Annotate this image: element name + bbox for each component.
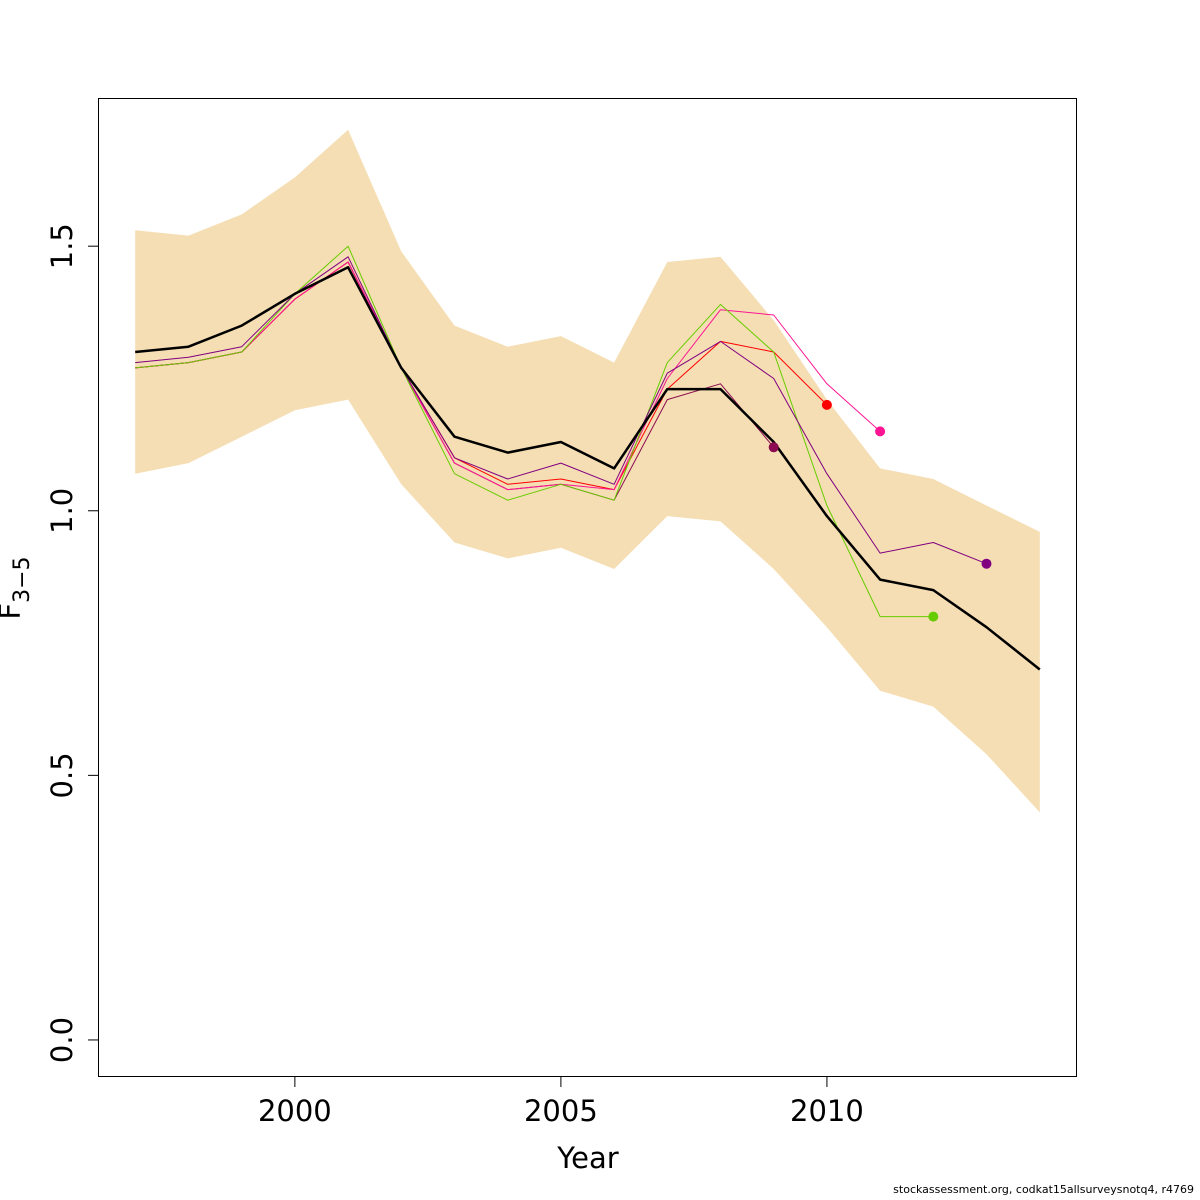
y-axis-title-subscript: 3−5: [10, 556, 35, 602]
x-axis: 2000 2005 2010: [258, 1077, 864, 1128]
confidence-band: [135, 129, 1040, 813]
y-axis-title: F3−5: [0, 556, 35, 619]
retro-series-line-5: [135, 256, 987, 565]
main-series-layer: [135, 266, 1041, 671]
endpoint-markers-layer: [768, 399, 992, 622]
retro-series-endpoint-4: [928, 611, 939, 622]
confidence-band-layer: [135, 129, 1040, 813]
y-axis: 0.0 0.5 1.0 1.5: [45, 223, 98, 1063]
retro-series-line-3: [135, 261, 881, 491]
plot-frame: [98, 98, 1077, 1077]
footer-credit: stockassessment.org, codkat15allsurveysn…: [893, 1183, 1194, 1196]
svg-text:F3−5: F3−5: [0, 556, 35, 619]
retro-series-endpoint-2: [821, 399, 832, 410]
x-tick-label: 2000: [258, 1094, 332, 1128]
main-series-line: [135, 266, 1041, 671]
retro-series-line-4: [135, 245, 934, 618]
y-tick-label: 0.0: [45, 1017, 79, 1063]
retro-series-endpoint-3: [875, 426, 886, 437]
y-axis-title-base: F: [0, 603, 27, 620]
x-axis-title: Year: [556, 1141, 618, 1175]
retro-series-layer: [135, 245, 987, 618]
y-tick-label: 1.5: [45, 223, 79, 269]
x-tick-label: 2010: [790, 1094, 864, 1128]
retro-series-endpoint-1: [768, 442, 779, 453]
retro-series-endpoint-5: [981, 558, 992, 569]
x-tick-label: 2005: [524, 1094, 598, 1128]
y-tick-label: 1.0: [45, 488, 79, 534]
y-tick-label: 0.5: [45, 752, 79, 798]
